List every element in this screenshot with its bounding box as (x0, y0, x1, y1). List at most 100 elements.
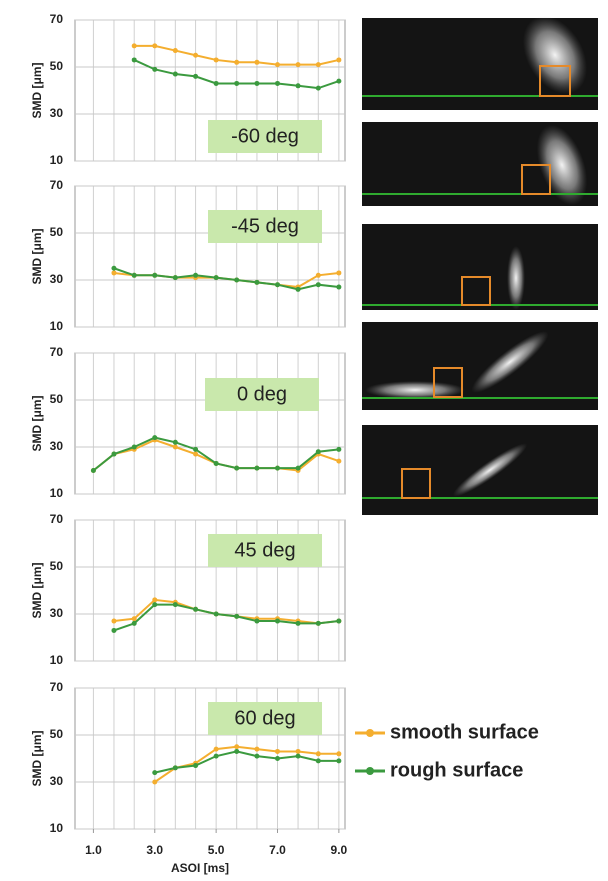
data-point (295, 286, 301, 292)
series-line (113, 603, 339, 632)
data-point (172, 275, 178, 281)
data-point (213, 611, 219, 617)
data-point (295, 83, 301, 89)
annotation: 45 deg (234, 539, 295, 561)
data-point (275, 756, 280, 761)
data-point (193, 763, 199, 769)
data-point (152, 272, 158, 278)
legend-label: smooth surface (390, 721, 539, 743)
data-point (131, 620, 137, 626)
data-point (275, 62, 280, 68)
data-point (234, 80, 240, 86)
data-point (234, 613, 240, 619)
data-point (152, 602, 158, 608)
data-point (336, 270, 342, 276)
data-point (193, 73, 199, 79)
x-tick-label: 3.0 (146, 843, 163, 857)
annotation-box (205, 378, 319, 411)
data-point (336, 446, 342, 452)
y-tick-label: 10 (50, 319, 64, 333)
data-point (152, 435, 158, 441)
data-point (213, 753, 219, 759)
series-line (113, 267, 339, 291)
y-tick-label: 30 (50, 606, 64, 620)
data-point (152, 66, 158, 72)
data-point (275, 748, 280, 754)
data-point (152, 770, 158, 776)
data-point (275, 465, 280, 471)
y-tick-label: 50 (50, 559, 64, 573)
data-point (295, 465, 301, 471)
data-point (315, 272, 321, 278)
data-point (295, 620, 301, 626)
data-point (213, 275, 219, 281)
data-point (172, 439, 178, 445)
data-point (275, 282, 280, 288)
legend-marker (366, 729, 374, 737)
data-point (254, 618, 260, 624)
y-tick-label: 70 (50, 12, 64, 26)
y-tick-label: 10 (50, 653, 64, 667)
data-point (111, 451, 117, 457)
data-point (193, 606, 199, 612)
y-tick-label: 10 (50, 821, 64, 835)
y-tick-label: 30 (50, 106, 64, 120)
data-point (131, 43, 137, 49)
annotation: -45 deg (231, 215, 299, 237)
data-point (254, 465, 260, 471)
y-tick-label: 70 (50, 512, 64, 526)
y-tick-label: 50 (50, 59, 64, 73)
data-point (254, 80, 260, 86)
data-point (254, 59, 260, 65)
x-tick-label: 7.0 (269, 843, 286, 857)
y-axis-label: SMD [μm] (30, 730, 44, 786)
data-point (254, 279, 260, 285)
y-tick-label: 30 (50, 439, 64, 453)
spray-images (362, 16, 598, 515)
panel: 10 30 50 70 SMD [μm] 0 deg (30, 345, 346, 500)
x-tick-label: 5.0 (208, 843, 225, 857)
data-point (172, 71, 178, 77)
data-point (275, 80, 280, 86)
spray-image (362, 122, 598, 206)
panel: 10 30 50 70 SMD [μm] -60 deg (30, 12, 346, 167)
spray-image (362, 425, 598, 515)
annotation: -60 deg (231, 125, 299, 147)
data-point (336, 57, 342, 63)
data-point (336, 458, 342, 464)
data-point (234, 277, 240, 283)
data-point (254, 753, 260, 759)
data-point (193, 446, 199, 452)
panel: 10 30 50 70 1.0 3.0 5.0 7.0 9.0 ASOI [ms] SMD [μm]… (30, 680, 347, 875)
data-point (172, 48, 178, 54)
data-point (213, 80, 219, 86)
annotation-box (208, 210, 322, 243)
annotation-box (208, 702, 322, 735)
data-point (111, 627, 117, 633)
data-point (152, 597, 158, 603)
data-point (315, 62, 321, 68)
data-point (315, 758, 321, 764)
legend-label: rough surface (390, 759, 523, 781)
data-point (315, 449, 321, 455)
series-line (154, 745, 339, 783)
data-point (275, 618, 280, 624)
data-point (213, 746, 219, 752)
data-point (336, 618, 342, 624)
spray-image (362, 224, 598, 310)
y-tick-label: 30 (50, 774, 64, 788)
annotation: 0 deg (237, 383, 287, 405)
x-tick-label: 1.0 (85, 843, 102, 857)
data-point (336, 78, 342, 84)
y-tick-label: 50 (50, 225, 64, 239)
data-point (315, 282, 321, 288)
data-point (234, 748, 240, 754)
data-point (234, 465, 240, 471)
data-point (295, 62, 301, 68)
data-point (336, 751, 342, 757)
data-point (315, 85, 321, 91)
data-point (295, 748, 301, 754)
data-point (193, 52, 199, 58)
y-axis-label: SMD [μm] (30, 562, 44, 618)
